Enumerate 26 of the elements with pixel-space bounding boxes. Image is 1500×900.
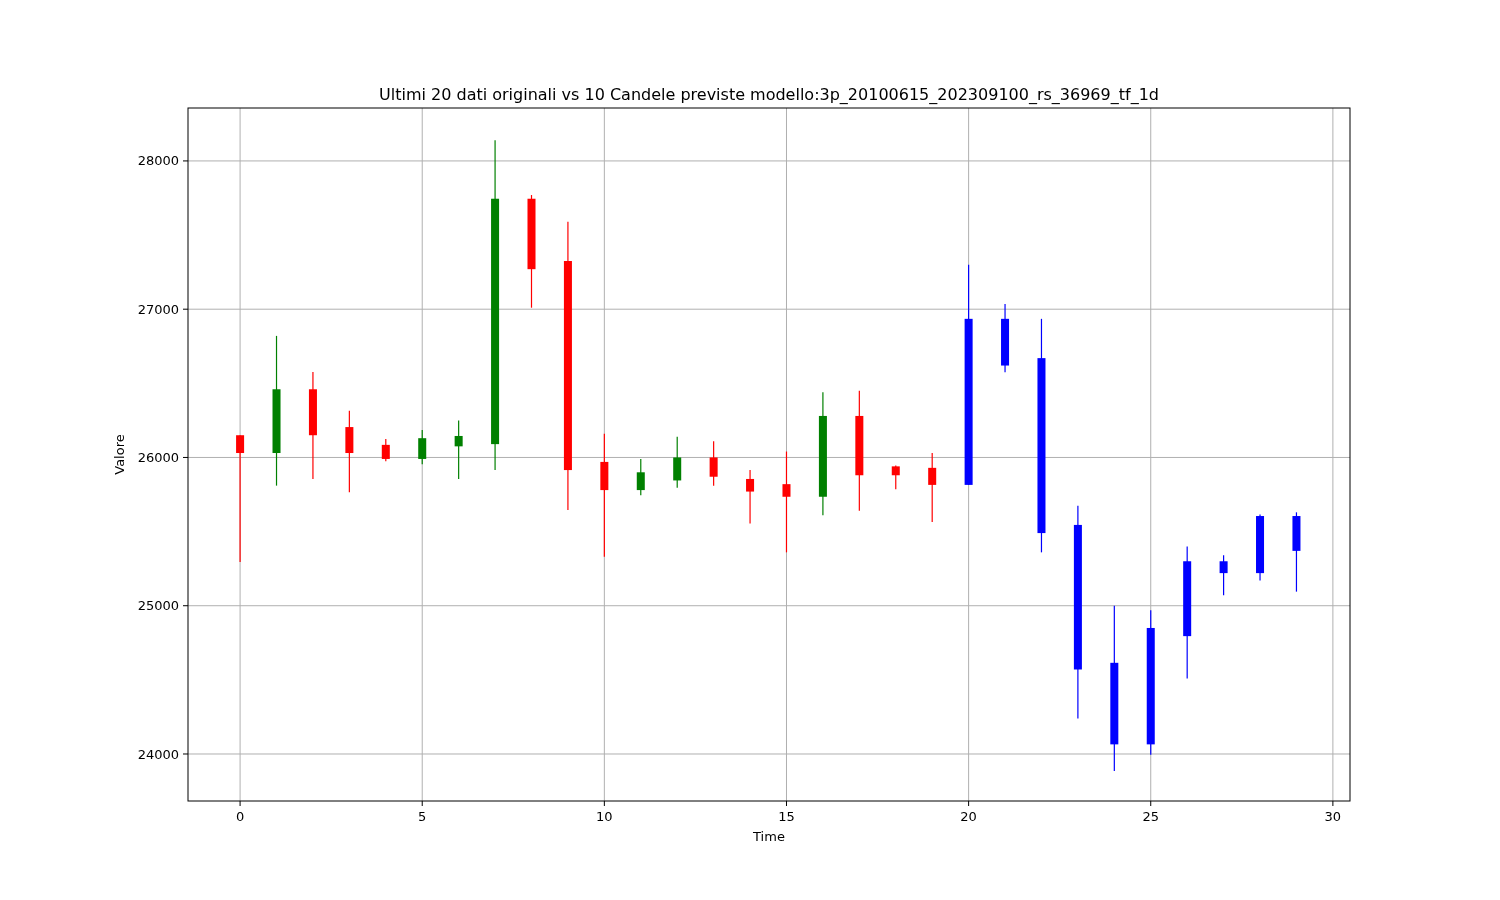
x-tick-label: 5 [418, 809, 427, 824]
y-tick-label: 27000 [137, 301, 179, 317]
candlestick [782, 450, 791, 553]
candlestick [381, 438, 390, 462]
candlestick [1219, 554, 1228, 596]
candlestick [454, 419, 463, 480]
y-tick-label: 28000 [137, 153, 179, 169]
y-axis-title: Valore [112, 434, 127, 475]
x-tick-label: 25 [1142, 809, 1160, 824]
x-tick-label: 20 [960, 809, 977, 824]
chart-title: Ultimi 20 dati originali vs 10 Candele previste modello:3p_20100615_202309100_rs_36969_tf_1d [379, 85, 1159, 105]
x-axis-title: Time [752, 829, 785, 844]
candlestick [418, 429, 427, 465]
candlestick [928, 452, 937, 523]
y-tick-label: 26000 [137, 450, 179, 466]
candlestick [673, 436, 682, 489]
x-tick-label: 30 [1324, 809, 1342, 824]
x-tick-label: 10 [596, 809, 613, 824]
candlestick [709, 440, 718, 487]
y-tick-label: 25000 [137, 598, 179, 614]
candlestick [746, 469, 755, 525]
y-tick-label: 24000 [137, 746, 179, 762]
candlestick [636, 458, 645, 496]
x-tick-label: 15 [778, 809, 795, 824]
candlestick [236, 434, 245, 563]
x-tick-label: 0 [235, 809, 245, 824]
